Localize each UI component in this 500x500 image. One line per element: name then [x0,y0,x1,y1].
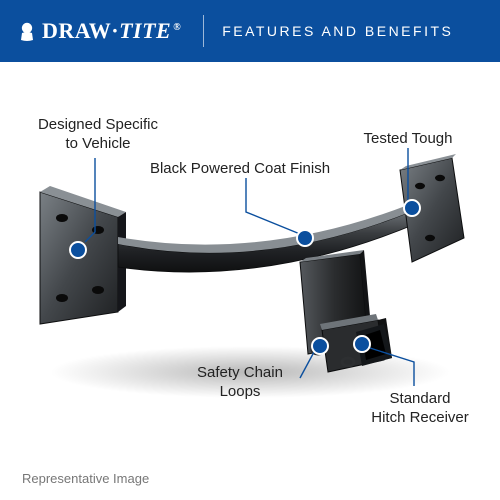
callout-label-designed: Designed Specific to Vehicle [18,116,178,154]
brand-logo: DRAW·TITE® [18,18,181,44]
header-bar: DRAW·TITE® FEATURES AND BENEFITS [0,0,500,62]
hitch-ball-icon [18,22,36,40]
header-tagline: FEATURES AND BENEFITS [222,23,453,39]
footer-note: Representative Image [22,471,149,486]
callout-label-tested: Tested Tough [348,130,468,149]
brand-text: DRAW·TITE® [42,18,181,44]
brand-pre: DRAW [42,18,111,43]
brand-sep: · [111,18,119,43]
header-divider [203,15,204,47]
callout-label-finish: Black Powered Coat Finish [130,160,350,179]
diagram-stage: Designed Specific to Vehicle Black Powere… [0,62,500,500]
registered-mark: ® [173,22,181,33]
brand-post: TITE [119,18,171,43]
callout-label-receiver: Standard Hitch Receiver [350,390,490,428]
callout-label-loops: Safety Chain Loops [180,364,300,402]
